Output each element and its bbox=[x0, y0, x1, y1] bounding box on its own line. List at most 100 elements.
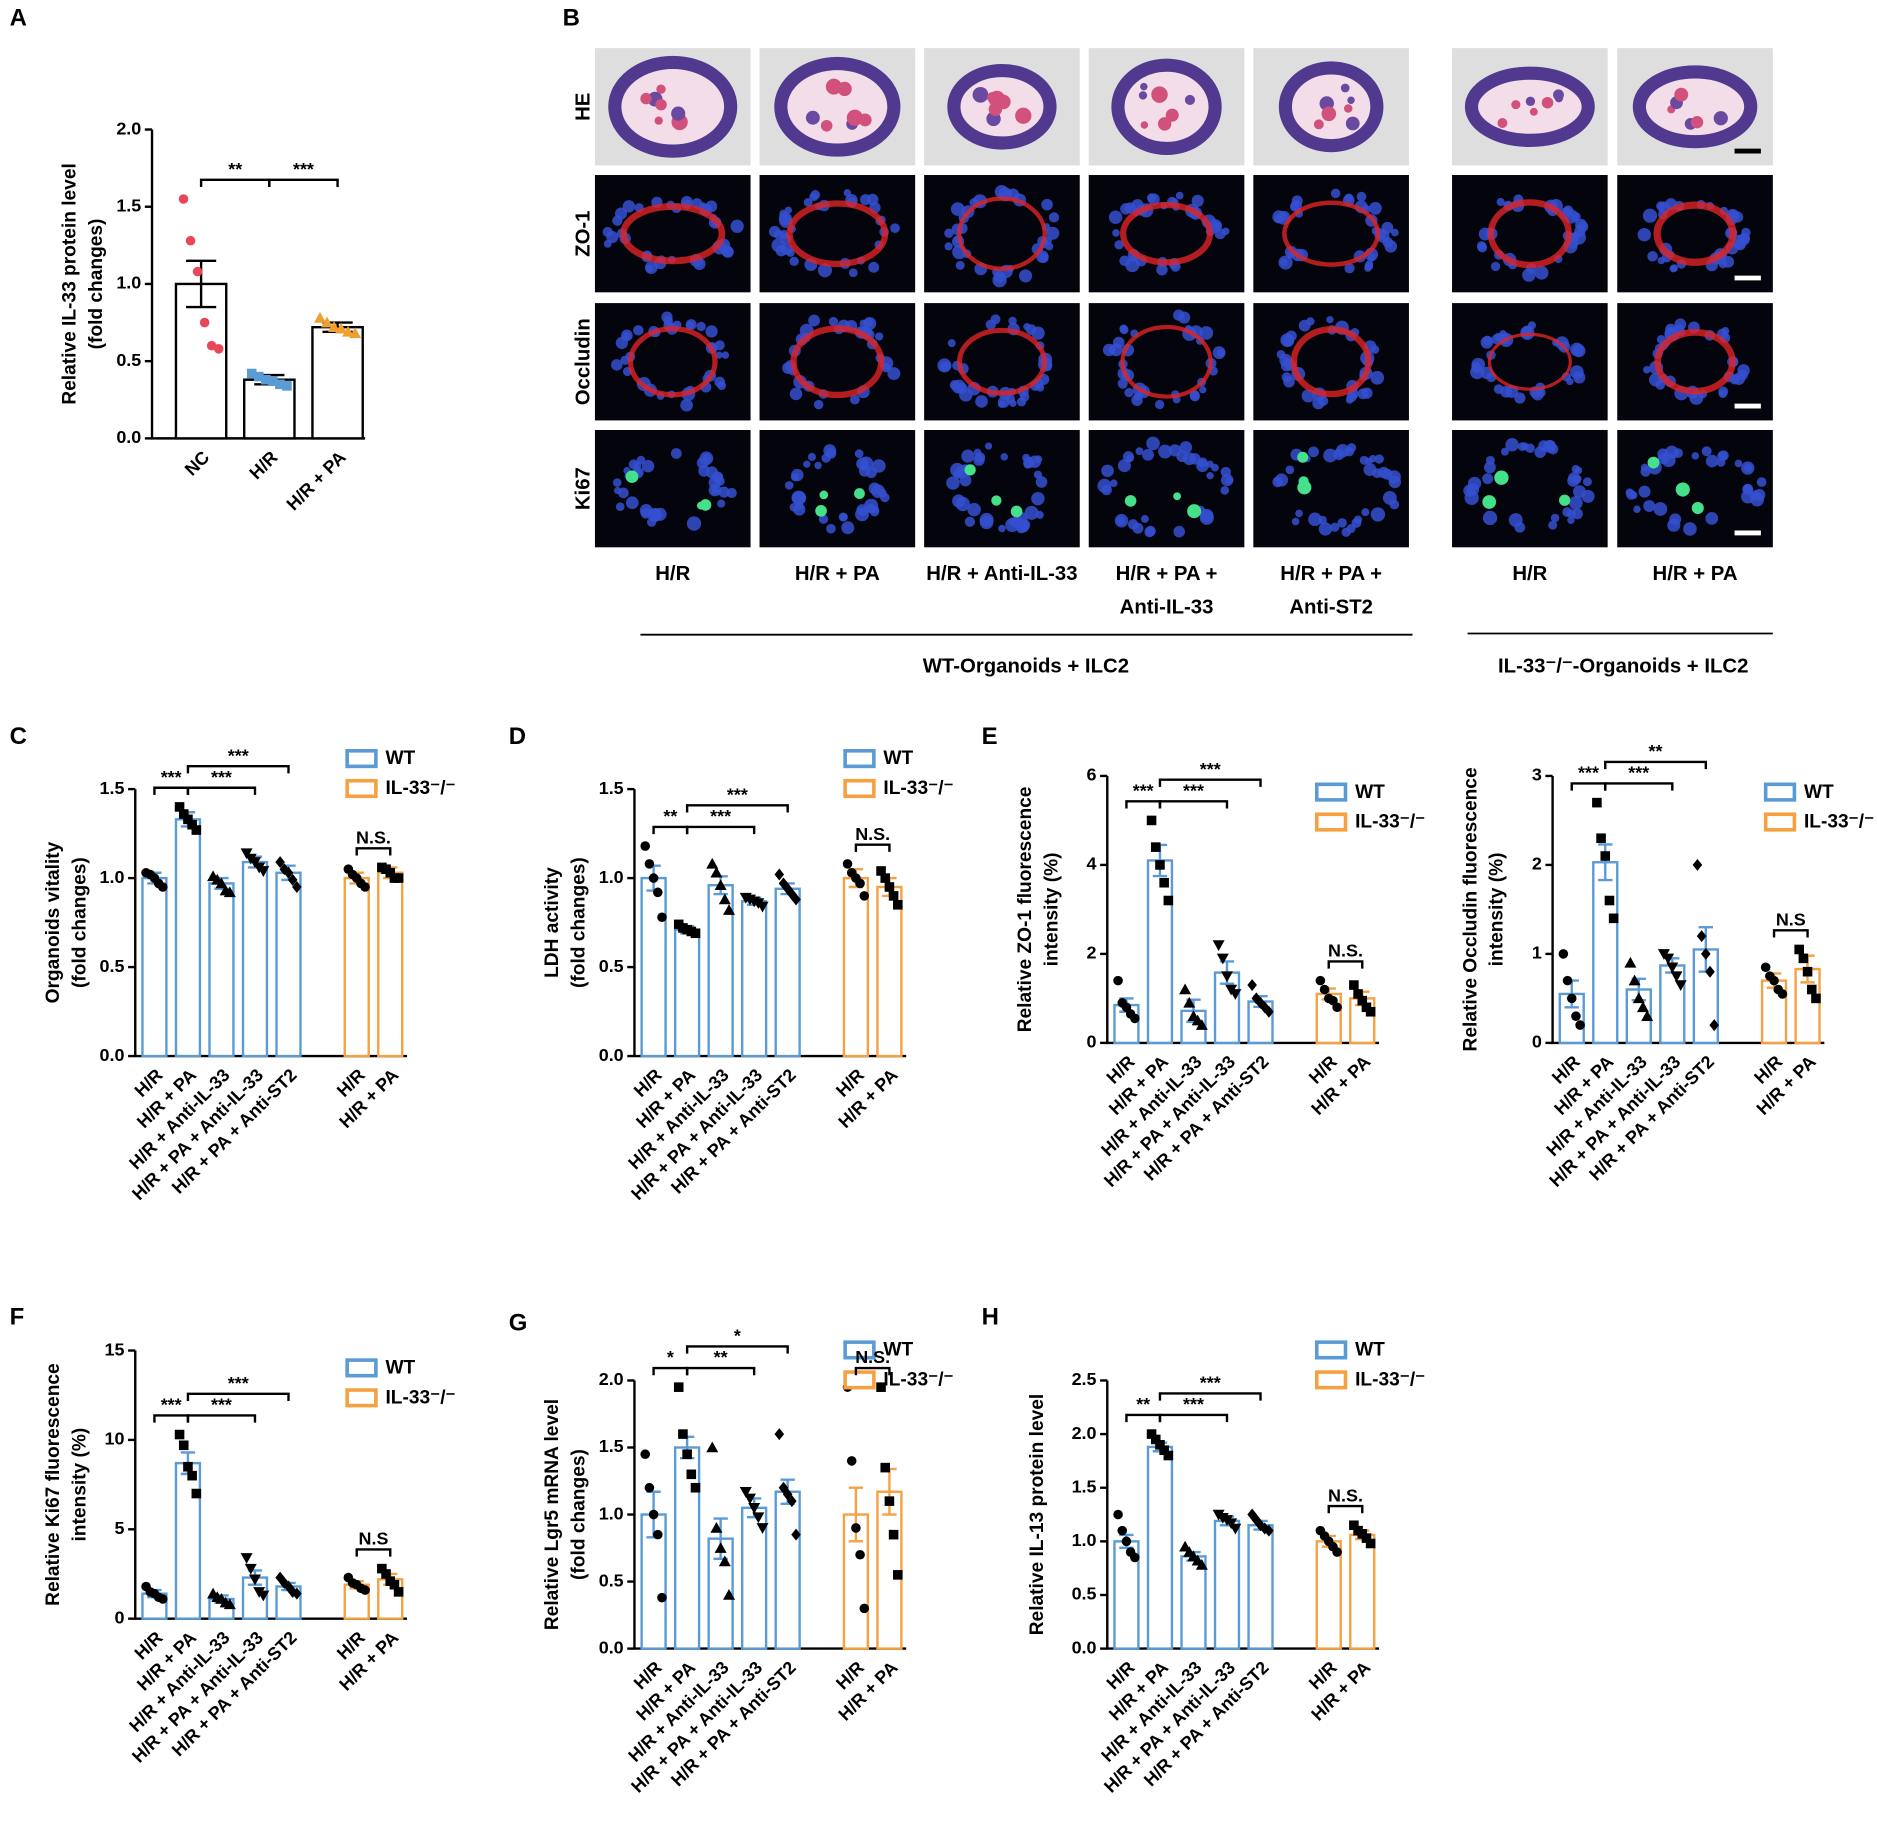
significance-label: *** bbox=[727, 785, 748, 805]
data-point bbox=[1264, 1005, 1274, 1018]
nucleus bbox=[715, 351, 723, 359]
nucleus bbox=[1364, 264, 1372, 272]
significance-bracket bbox=[1158, 800, 1229, 809]
data-point bbox=[240, 1553, 253, 1564]
nucleus bbox=[1034, 455, 1043, 464]
legend-label: IL-33⁻/⁻ bbox=[385, 1387, 455, 1408]
y-tick-label: 2 bbox=[1532, 854, 1542, 874]
he-tissue bbox=[1111, 58, 1222, 155]
data-point bbox=[1264, 1524, 1274, 1537]
he-cell bbox=[1140, 121, 1149, 129]
significance-bracket bbox=[1772, 929, 1809, 938]
legend-label: IL-33⁻/⁻ bbox=[385, 778, 455, 799]
he-cell bbox=[1151, 86, 1168, 103]
data-point bbox=[1163, 895, 1174, 906]
nucleus bbox=[1570, 232, 1579, 241]
data-point bbox=[1798, 953, 1809, 964]
data-point bbox=[1229, 1523, 1242, 1535]
nucleus bbox=[1493, 384, 1504, 394]
he-cell bbox=[1713, 111, 1728, 126]
nucleus bbox=[1008, 517, 1017, 526]
nucleus bbox=[828, 316, 839, 327]
nucleus bbox=[810, 190, 821, 200]
y-tick-label: 0 bbox=[1087, 1032, 1097, 1052]
data-point bbox=[183, 1461, 193, 1472]
column-label: H/R bbox=[1512, 563, 1547, 585]
nucleus bbox=[1522, 268, 1536, 282]
column-label: H/R + Anti-IL-33 bbox=[926, 563, 1077, 585]
nucleus bbox=[698, 465, 710, 477]
significance-label: N.S. bbox=[356, 827, 391, 847]
significance-bracket bbox=[854, 1366, 891, 1376]
nucleus bbox=[944, 228, 954, 238]
y-tick-label: 1.0 bbox=[116, 273, 141, 293]
data-point bbox=[1705, 965, 1715, 978]
legend-label: IL-33⁻/⁻ bbox=[1355, 812, 1425, 833]
stain-ring bbox=[1653, 201, 1737, 266]
nucleus bbox=[1547, 443, 1559, 455]
data-point bbox=[1155, 860, 1165, 870]
significance-bracket bbox=[1158, 778, 1262, 787]
nucleus bbox=[1035, 476, 1048, 488]
he-cell bbox=[1541, 96, 1554, 109]
nucleus bbox=[863, 318, 874, 328]
y-tick-label: 0.0 bbox=[599, 1045, 624, 1065]
data-point bbox=[377, 1563, 387, 1574]
nucleus bbox=[1041, 198, 1053, 211]
column-label: H/R + PA bbox=[1653, 563, 1738, 585]
data-point bbox=[1624, 956, 1637, 968]
data-point bbox=[275, 856, 285, 869]
data-point bbox=[714, 1542, 727, 1553]
significance-label: N.S. bbox=[1328, 941, 1363, 961]
nucleus bbox=[603, 239, 612, 248]
data-point bbox=[787, 1495, 797, 1508]
nucleus bbox=[721, 351, 730, 359]
data-point bbox=[1674, 980, 1687, 992]
significance-label: *** bbox=[293, 159, 314, 179]
data-point bbox=[261, 374, 271, 385]
he-cell bbox=[1184, 94, 1195, 106]
nucleus bbox=[1326, 315, 1334, 324]
data-point bbox=[710, 866, 723, 878]
ki67-stain bbox=[625, 470, 639, 484]
significance-bracket bbox=[1604, 782, 1674, 791]
significance-label: *** bbox=[1200, 1373, 1221, 1393]
data-point bbox=[328, 321, 341, 332]
nucleus bbox=[789, 387, 803, 401]
nucleus bbox=[1482, 335, 1493, 346]
legend-swatch bbox=[1314, 812, 1348, 832]
nucleus bbox=[1337, 518, 1347, 528]
he-cell bbox=[1511, 100, 1521, 110]
nucleus bbox=[696, 321, 706, 332]
y-axis-label: Relative ZO-1 fluorescence bbox=[1015, 787, 1036, 1033]
nucleus bbox=[1367, 253, 1376, 262]
data-point bbox=[257, 866, 270, 877]
ki67-stain bbox=[815, 504, 827, 517]
panel-letter: C bbox=[10, 723, 27, 750]
y-tick-label: 15 bbox=[105, 1339, 125, 1359]
bar bbox=[241, 860, 269, 1058]
y-tick-label: 3 bbox=[1532, 765, 1542, 785]
significance-bracket bbox=[186, 786, 257, 795]
nucleus bbox=[1391, 228, 1399, 237]
significance-label: *** bbox=[211, 1395, 232, 1415]
data-point bbox=[1332, 1002, 1342, 1013]
significance-label: *** bbox=[1628, 763, 1649, 783]
nucleus bbox=[1200, 508, 1214, 523]
group-label: IL-33⁻/⁻-Organoids + ILC2 bbox=[1498, 655, 1748, 677]
nucleus bbox=[1573, 371, 1586, 384]
stain-ring bbox=[786, 200, 889, 268]
data-point bbox=[287, 873, 298, 886]
nucleus bbox=[1701, 446, 1712, 457]
significance-label: *** bbox=[1133, 780, 1154, 800]
nucleus bbox=[1019, 392, 1030, 402]
nucleus bbox=[1272, 476, 1284, 488]
column-label: Anti-ST2 bbox=[1289, 597, 1373, 619]
nucleus bbox=[1737, 233, 1750, 246]
legend-label: WT bbox=[883, 1340, 913, 1361]
nucleus bbox=[680, 398, 693, 412]
data-point bbox=[1195, 1558, 1208, 1570]
data-point bbox=[1365, 1006, 1376, 1017]
data-point bbox=[893, 899, 903, 910]
nucleus bbox=[1122, 451, 1135, 463]
